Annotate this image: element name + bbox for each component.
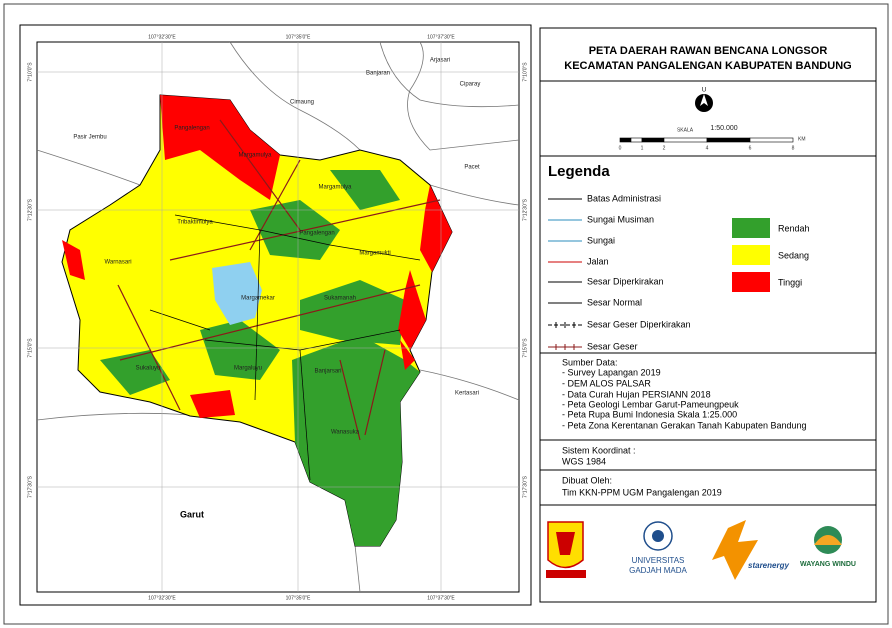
coord-label: 7°15'0"S [522,338,528,358]
logo-text: starenergy [748,561,789,570]
legend-class: Tinggi [778,277,802,287]
source-item: - Peta Rupa Bumi Indonesia Skala 1:25.00… [562,409,737,419]
reservoir [212,262,262,325]
coord-heading: Sistem Koordinat : [562,445,636,455]
scale-tick: 4 [706,145,709,151]
village-label: Margamulya [238,153,272,159]
place-label: Pacet [464,165,480,171]
logo-bandung [546,570,586,578]
coord-label: 7°10'0"S [27,62,33,82]
village-label: Margamekar [241,296,275,302]
scale-tick: 2 [663,145,666,151]
coord-label: 7°17'30"S [27,475,33,498]
scale-ratio: 1:50.000 [710,125,737,132]
legend-swatch [732,218,770,238]
scale-unit: KM [798,136,806,142]
village-label: Sukaluyu [136,366,161,372]
village-label: Margaluyu [234,366,262,372]
north-label: U [702,88,706,94]
village-label: Pangalengan [299,231,334,237]
source-item: - Survey Lapangan 2019 [562,367,661,377]
village-label: Pangalengan [174,126,209,132]
legend-item: Jalan [587,256,609,266]
village-label: Wanasuka [331,430,360,436]
coord-label: 7°12'30"S [27,198,33,221]
place-label: Arjasari [430,58,450,64]
place-label: Ciparay [460,82,481,88]
legend-item: Sesar Geser [587,341,638,351]
logo-ugm [652,530,664,542]
coord-label: 107°35'0"E [286,595,311,601]
scale-tick: 0 [619,145,622,151]
author-value: Tim KKN-PPM UGM Pangalengan 2019 [562,487,722,497]
legend-item: Sungai [587,235,615,245]
north-arrow [700,94,708,106]
logo-text: UNIVERSITAS [632,556,685,565]
place-label: Cimaung [290,100,314,106]
coord-label: 7°15'0"S [27,338,33,358]
title-line: PETA DAERAH RAWAN BENCANA LONGSOR [589,45,828,57]
logo-bandung [556,532,575,555]
coord-label: 7°17'30"S [522,475,528,498]
village-label: Margamukti [359,251,390,257]
village-label: Banjarsari [314,369,341,375]
graticule [37,42,519,592]
legend-item: Sesar Geser Diperkirakan [587,319,691,329]
legend-symbols [548,198,582,350]
village-label: Sukamanah [324,296,356,302]
logo-wayang-windu [814,535,842,545]
admin-boundaries [36,41,520,593]
panel-frame [539,27,877,603]
logo-text: WAYANG WINDU [800,561,856,568]
village-label: Margamulya [318,185,352,191]
scale-bar [619,137,794,143]
coord-label: 107°37'30"E [427,595,455,601]
source-item: - Peta Geologi Lembar Garut-Pameungpeuk [562,399,739,409]
legend-item: Batas Administrasi [587,193,661,203]
legend-item: Sesar Diperkirakan [587,276,664,286]
author-heading: Dibuat Oleh: [562,475,612,485]
place-label: Pasir Jembu [73,135,106,141]
scale-tick: 8 [792,145,795,151]
logo-star-energy [712,520,758,580]
logo-text: GADJAH MADA [629,566,687,575]
legend-class: Rendah [778,223,810,233]
place-label: Kertasari [455,391,479,397]
village-boundaries [149,214,421,481]
village-label: Tribaktimulya [177,220,213,226]
scale-label: SKALA [677,127,694,133]
legend-swatch [732,272,770,292]
logo-ugm [643,521,673,551]
coord-value: WGS 1984 [562,456,606,466]
legend-swatch [732,245,770,265]
coord-label: 7°12'30"S [522,198,528,221]
place-label: Garut [180,509,204,519]
high-risk-zones [62,95,452,418]
legend-title: Legenda [548,163,610,180]
source-item: - Data Curah Hujan PERSIANN 2018 [562,389,711,399]
legend-class: Sedang [778,250,809,260]
coord-label: 107°35'0"E [286,34,311,40]
scale-tick: 6 [749,145,752,151]
coord-label: 7°10'0"S [522,62,528,82]
legend-item: Sesar Normal [587,297,642,307]
sources-heading: Sumber Data: [562,357,618,367]
legend-item: Sungai Musiman [587,214,654,224]
village-label: Warnasari [104,260,131,266]
coord-label: 107°32'30"E [148,595,176,601]
place-label: Banjaran [366,71,390,77]
source-item: - Peta Zona Kerentanan Gerakan Tanah Kab… [562,420,807,430]
low-risk-zones [100,170,420,546]
title-line: KECAMATAN PANGALENGAN KABUPATEN BANDUNG [564,60,851,72]
coord-label: 107°32'30"E [148,34,176,40]
scale-tick: 1 [641,145,644,151]
source-item: - DEM ALOS PALSAR [562,378,651,388]
coord-label: 107°37'30"E [427,34,455,40]
